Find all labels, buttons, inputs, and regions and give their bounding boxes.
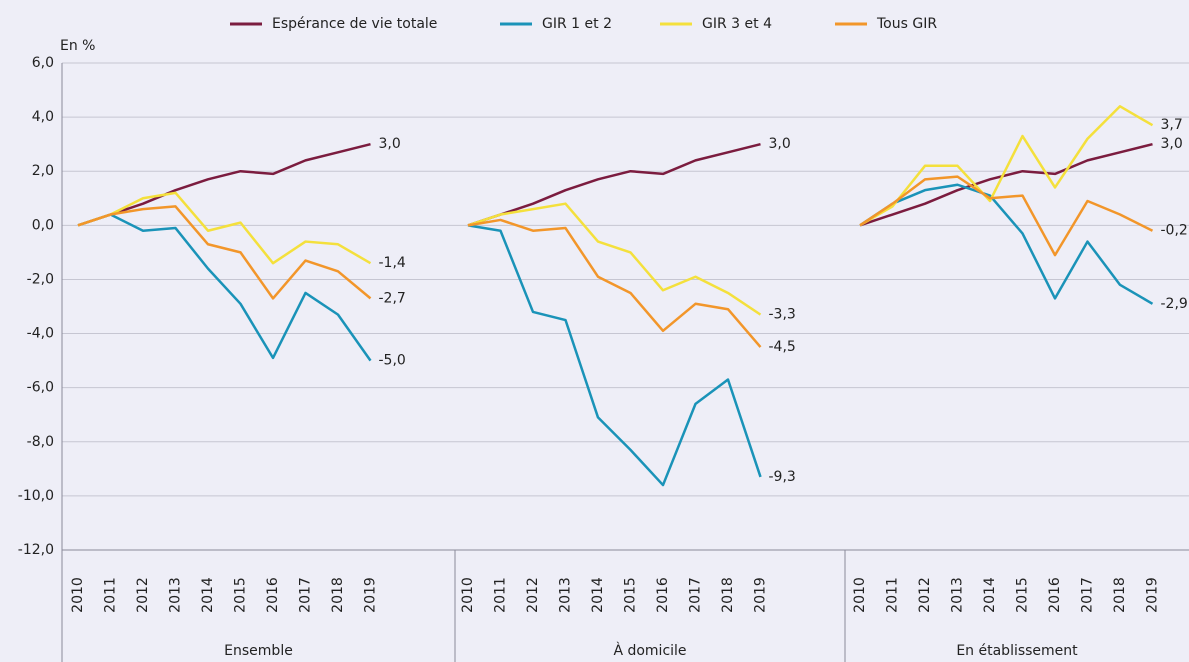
data-label: 3,0 bbox=[769, 136, 791, 152]
x-tick-label: 2010 bbox=[852, 577, 868, 613]
x-tick-label: 2018 bbox=[720, 577, 736, 613]
series-line bbox=[467, 224, 762, 487]
x-tick-label: 2011 bbox=[885, 577, 901, 613]
series-line bbox=[77, 213, 372, 362]
y-tick-label: -2,0 bbox=[27, 271, 54, 287]
x-tick-label: 2010 bbox=[460, 577, 476, 613]
y-axis-label: En % bbox=[60, 38, 95, 54]
x-tick-label: 2011 bbox=[103, 577, 119, 613]
x-tick-label: 2016 bbox=[265, 577, 281, 613]
data-label: -3,3 bbox=[769, 307, 796, 323]
y-tick-label: -8,0 bbox=[27, 434, 54, 450]
x-tick-label: 2017 bbox=[298, 577, 314, 613]
series-line bbox=[77, 142, 371, 227]
x-tick-label: 2019 bbox=[363, 577, 379, 613]
y-tick-label: -10,0 bbox=[18, 488, 54, 504]
panel-label: À domicile bbox=[613, 642, 686, 659]
y-tick-label: -12,0 bbox=[18, 542, 54, 558]
x-tick-label: 2015 bbox=[623, 577, 639, 613]
x-tick-label: 2015 bbox=[233, 577, 249, 613]
x-tick-label: 2017 bbox=[1080, 577, 1096, 613]
panel-label: En établissement bbox=[956, 643, 1078, 659]
series-line bbox=[467, 218, 762, 348]
series-line bbox=[77, 205, 372, 300]
series-line bbox=[859, 175, 1154, 257]
y-tick-label: 0,0 bbox=[32, 217, 54, 233]
x-tick-label: 2015 bbox=[1015, 577, 1031, 613]
data-label: -4,5 bbox=[769, 339, 796, 355]
x-tick-label: 2018 bbox=[1112, 577, 1128, 613]
data-label: -0,2 bbox=[1161, 223, 1188, 239]
x-tick-label: 2019 bbox=[1145, 577, 1161, 613]
x-tick-label: 2011 bbox=[493, 577, 509, 613]
y-tick-label: 6,0 bbox=[32, 55, 54, 71]
x-tick-label: 2014 bbox=[590, 577, 606, 613]
legend-label: Tous GIR bbox=[876, 16, 937, 32]
series-line bbox=[467, 202, 762, 316]
x-tick-label: 2013 bbox=[558, 577, 574, 613]
x-tick-label: 2012 bbox=[917, 577, 933, 613]
x-tick-label: 2019 bbox=[753, 577, 769, 613]
x-tick-label: 2010 bbox=[70, 577, 86, 613]
y-tick-label: 2,0 bbox=[32, 163, 54, 179]
series-line bbox=[467, 142, 761, 227]
x-tick-label: 2013 bbox=[950, 577, 966, 613]
legend-label: Espérance de vie totale bbox=[272, 16, 437, 32]
y-tick-label: 4,0 bbox=[32, 109, 54, 125]
legend-label: GIR 1 et 2 bbox=[542, 16, 612, 32]
data-label: 3,0 bbox=[1161, 136, 1183, 152]
x-tick-label: 2014 bbox=[200, 577, 216, 613]
data-label: -9,3 bbox=[769, 469, 796, 485]
legend-label: GIR 3 et 4 bbox=[702, 16, 772, 32]
data-label: -2,9 bbox=[1161, 296, 1188, 312]
panel-label: Ensemble bbox=[224, 643, 293, 659]
x-tick-label: 2013 bbox=[168, 577, 184, 613]
data-label: -2,7 bbox=[379, 290, 406, 306]
data-label: 3,7 bbox=[1161, 117, 1183, 133]
series-line bbox=[77, 191, 372, 265]
series-line bbox=[859, 142, 1153, 227]
data-label: -5,0 bbox=[379, 353, 406, 369]
x-tick-label: 2014 bbox=[982, 577, 998, 613]
y-tick-label: -4,0 bbox=[27, 326, 54, 342]
y-tick-label: -6,0 bbox=[27, 380, 54, 396]
data-label: -1,4 bbox=[379, 255, 406, 271]
x-tick-label: 2018 bbox=[330, 577, 346, 613]
x-tick-label: 2016 bbox=[1047, 577, 1063, 613]
x-tick-label: 2012 bbox=[525, 577, 541, 613]
series-line bbox=[859, 183, 1154, 305]
data-label: 3,0 bbox=[379, 136, 401, 152]
x-tick-label: 2017 bbox=[688, 577, 704, 613]
x-tick-label: 2012 bbox=[135, 577, 151, 613]
x-tick-label: 2016 bbox=[655, 577, 671, 613]
series-line bbox=[859, 105, 1154, 227]
